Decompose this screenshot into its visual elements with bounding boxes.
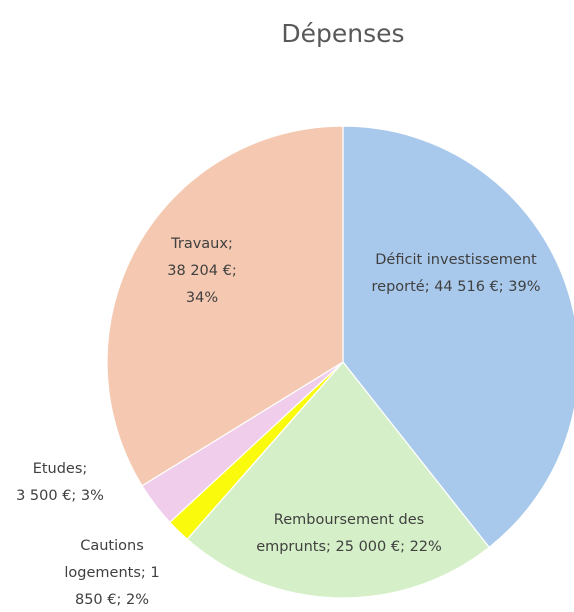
data-label-line: logements; 1 bbox=[64, 565, 159, 581]
data-label-line: reporté; 44 516 €; 39% bbox=[372, 279, 541, 295]
data-label-line: emprunts; 25 000 €; 22% bbox=[256, 539, 442, 555]
data-label: Remboursement des emprunts; 25 000 €; 22% bbox=[256, 512, 442, 555]
chart-title: Dépenses bbox=[281, 19, 404, 48]
data-label-line: 850 €; 2% bbox=[75, 592, 149, 608]
data-label-line: 38 204 €; bbox=[167, 263, 236, 279]
data-label-line: 34% bbox=[186, 290, 218, 306]
pie-slices bbox=[106, 125, 574, 599]
data-label-line: 3 500 €; 3% bbox=[16, 488, 104, 504]
data-label: Travaux; 38 204 €; 34% bbox=[167, 236, 236, 306]
data-label-line: Etudes; bbox=[33, 461, 88, 477]
pie-slice bbox=[106, 125, 344, 487]
pie-slice bbox=[186, 361, 491, 599]
data-label-line: Remboursement des bbox=[274, 512, 424, 528]
data-label: Cautions logements; 1 850 €; 2% bbox=[64, 538, 159, 608]
data-labels: Déficit investissement reporté; 44 516 €;… bbox=[16, 236, 540, 608]
data-label-line: Cautions bbox=[80, 538, 144, 554]
data-label-line: Travaux; bbox=[170, 236, 233, 252]
pie-slice bbox=[342, 125, 574, 549]
data-label-line: Déficit investissement bbox=[375, 252, 537, 268]
data-label: Déficit investissement reporté; 44 516 €;… bbox=[372, 252, 541, 295]
data-label: Etudes; 3 500 €; 3% bbox=[16, 461, 104, 504]
